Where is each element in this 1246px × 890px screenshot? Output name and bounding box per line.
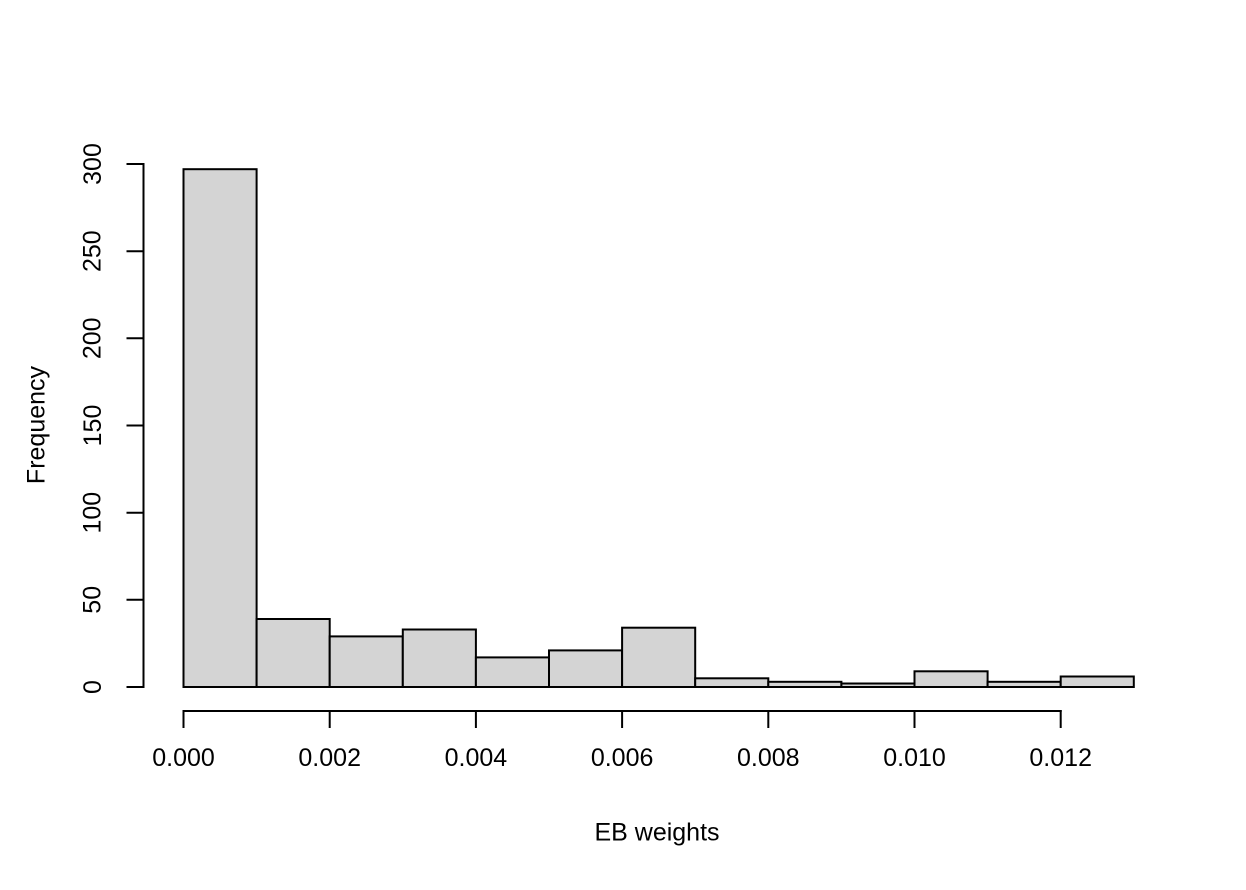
x-axis-title: EB weights [594,818,720,847]
histogram-bar [694,677,770,688]
x-tick-label: 0.012 [1029,744,1092,772]
x-tick-label: 0.000 [152,744,215,772]
histogram-bar [255,618,331,688]
histogram-bar [474,656,550,689]
histogram-bar [1059,675,1135,688]
y-axis-title: Frequency [22,365,51,485]
histogram-bar [548,649,624,689]
histogram-bar [767,680,843,688]
y-tick-label: 50 [79,586,107,614]
y-tick-label: 200 [79,317,107,359]
x-tick-label: 0.004 [445,744,508,772]
x-tick-label: 0.002 [298,744,361,772]
y-tick-label: 250 [79,230,107,272]
x-tick-label: 0.006 [591,744,654,772]
histogram-bar [401,628,477,688]
histogram-bar [621,626,697,689]
histogram-bar [328,635,404,689]
histogram-bar [986,680,1062,688]
y-tick-label: 300 [79,143,107,185]
x-tick-label: 0.008 [737,744,800,772]
y-tick-label: 0 [79,680,107,694]
histogram-bar [840,682,916,688]
histogram-bar [182,168,258,688]
y-tick-label: 150 [79,405,107,447]
x-tick-label: 0.010 [883,744,946,772]
y-tick-label: 100 [79,492,107,534]
histogram-bar [913,670,989,688]
